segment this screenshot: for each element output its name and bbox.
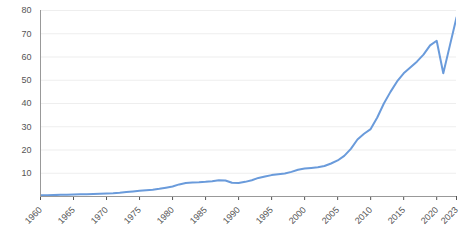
svg-text:1990: 1990 [221,205,242,226]
svg-text:20: 20 [21,145,31,155]
svg-text:80: 80 [21,5,31,15]
svg-text:1970: 1970 [89,205,110,226]
svg-text:2020: 2020 [419,205,440,226]
svg-text:2005: 2005 [320,205,341,226]
svg-text:2010: 2010 [353,205,374,226]
svg-text:1975: 1975 [122,205,143,226]
svg-text:70: 70 [21,29,31,39]
svg-text:40: 40 [21,98,31,108]
svg-text:60: 60 [21,52,31,62]
svg-text:1995: 1995 [254,205,275,226]
svg-text:30: 30 [21,122,31,132]
svg-text:50: 50 [21,75,31,85]
svg-text:2023: 2023 [439,205,460,226]
svg-text:1960: 1960 [23,205,44,226]
svg-text:1965: 1965 [56,205,77,226]
svg-text:10: 10 [21,168,31,178]
svg-text:1985: 1985 [188,205,209,226]
svg-text:2000: 2000 [287,205,308,226]
svg-text:1980: 1980 [155,205,176,226]
svg-text:2015: 2015 [386,205,407,226]
